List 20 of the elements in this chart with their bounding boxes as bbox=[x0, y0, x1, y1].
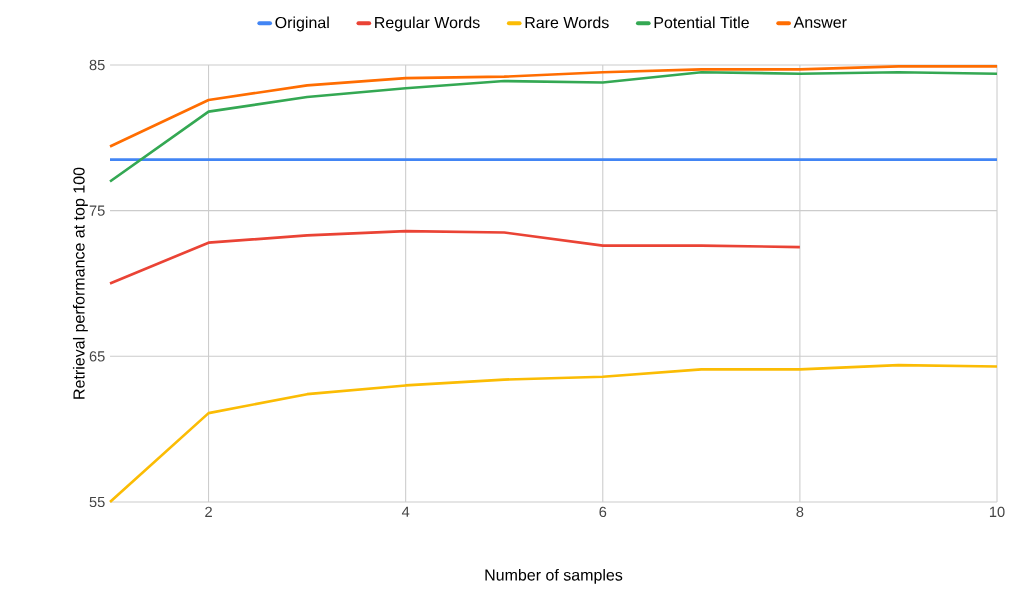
y-tick-label: 55 bbox=[89, 496, 105, 508]
x-tick-label: 6 bbox=[599, 506, 607, 518]
y-tick-label: 85 bbox=[89, 59, 105, 71]
x-tick-label: 10 bbox=[989, 506, 1005, 518]
line-series bbox=[108, 363, 999, 504]
x-axis-title: Number of samples bbox=[485, 568, 623, 584]
y-tick-label: 75 bbox=[89, 205, 105, 216]
legend-label: Original bbox=[275, 16, 329, 32]
x-tick-label: 8 bbox=[796, 506, 804, 518]
legend-label: Regular Words bbox=[375, 16, 480, 32]
legend-label: Rare Words bbox=[525, 16, 609, 29]
x-tick-label: 2 bbox=[205, 506, 212, 517]
y-axis-title: Retrieval performance at top 100 bbox=[72, 167, 88, 399]
y-tick-label: 65 bbox=[89, 351, 105, 362]
legend-label: Answer bbox=[793, 16, 847, 28]
line-series bbox=[108, 70, 999, 183]
line-series bbox=[108, 65, 999, 148]
line-series bbox=[108, 229, 802, 285]
x-tick-label: 4 bbox=[401, 506, 410, 517]
legend-label: Potential Title bbox=[654, 16, 749, 29]
